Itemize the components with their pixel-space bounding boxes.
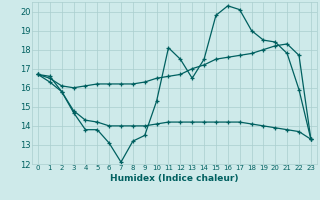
X-axis label: Humidex (Indice chaleur): Humidex (Indice chaleur): [110, 174, 239, 183]
